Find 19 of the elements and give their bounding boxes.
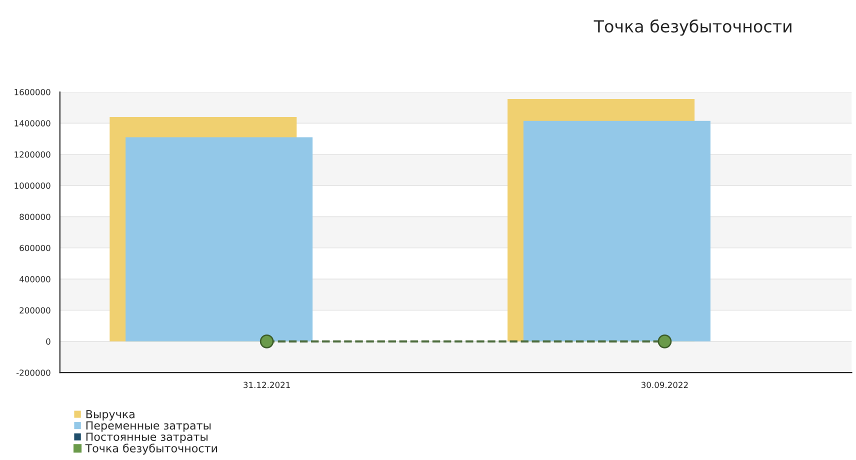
bar [523,120,710,342]
legend-label: Постоянные затраты [86,432,208,444]
x-tick-label: 30.09.2022 [641,382,688,388]
y-tick-label: 400000 [19,276,50,282]
y-tick-label: 800000 [20,214,50,220]
chart-title: Точка безубыточности [594,19,792,36]
y-tick-label: 200000 [20,307,50,314]
legend-label: Точка безубыточности [85,444,217,455]
y-tick-label: -200000 [16,370,50,376]
y-tick-label: 1000000 [14,182,50,189]
y-tick-label: 1400000 [14,120,50,126]
x-tick-label: 31.12.2021 [244,382,290,388]
y-tick-label: 1200000 [14,151,50,158]
bar [126,137,313,342]
y-tick-label: 1600000 [14,88,50,96]
y-tick-label: 600000 [20,244,50,252]
legend-label: Переменные затраты [86,421,211,432]
legend-label: Выручка [86,410,134,420]
y-tick-label: 0 [46,338,50,345]
